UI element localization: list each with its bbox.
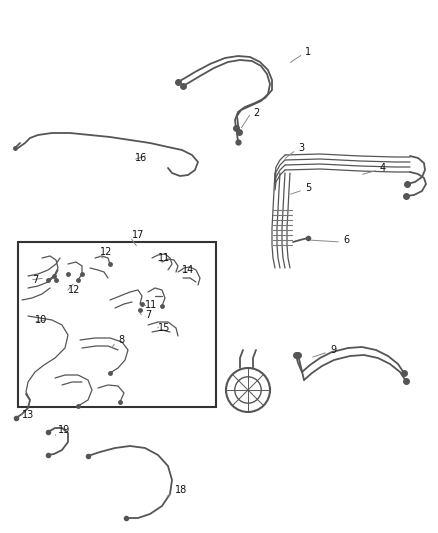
Text: 16: 16 <box>135 153 147 163</box>
Text: 1: 1 <box>305 47 311 57</box>
Text: 10: 10 <box>35 315 47 325</box>
Text: 7: 7 <box>32 275 38 285</box>
Text: 2: 2 <box>253 108 259 118</box>
Text: 5: 5 <box>305 183 311 193</box>
Text: 12: 12 <box>100 247 113 257</box>
Text: 18: 18 <box>175 485 187 495</box>
Text: 6: 6 <box>343 235 349 245</box>
Text: 19: 19 <box>58 425 70 435</box>
Text: 17: 17 <box>132 230 145 240</box>
Text: 3: 3 <box>298 143 304 153</box>
Text: 11: 11 <box>145 300 157 310</box>
Text: 4: 4 <box>380 163 386 173</box>
Text: 14: 14 <box>182 265 194 275</box>
Text: 15: 15 <box>158 323 170 333</box>
Text: 11: 11 <box>158 253 170 263</box>
Text: 13: 13 <box>22 410 34 420</box>
Bar <box>18 242 216 407</box>
Text: 7: 7 <box>145 310 151 320</box>
Text: 9: 9 <box>330 345 336 355</box>
Text: 8: 8 <box>118 335 124 345</box>
Text: 12: 12 <box>68 285 81 295</box>
